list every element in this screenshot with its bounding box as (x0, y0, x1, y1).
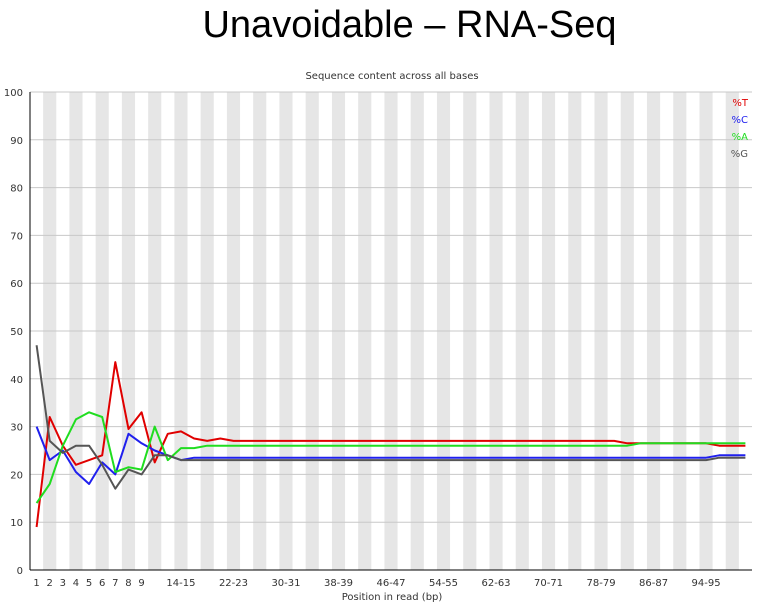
x-tick-label: 5 (86, 578, 92, 589)
x-tick-label: 38-39 (324, 578, 353, 589)
x-axis-label: Position in read (bp) (342, 592, 443, 603)
legend-entry: %G (731, 149, 748, 160)
y-tick-label: 50 (10, 327, 23, 338)
series-line-pct-T (35, 361, 746, 528)
gridlines (30, 91, 752, 523)
series-line-pct-A (35, 411, 746, 504)
legend: %T %C %A %G (731, 98, 749, 160)
x-tick-label: 22-23 (219, 578, 248, 589)
x-tick-label: 62-63 (481, 578, 510, 589)
x-tick-label: 9 (138, 578, 144, 589)
x-tick-label: 2 (47, 578, 53, 589)
y-tick-label: 40 (10, 375, 23, 386)
y-tick-label: 100 (4, 88, 23, 99)
chart-title: Sequence content across all bases (305, 71, 478, 82)
y-tick-label: 0 (17, 566, 23, 577)
x-tick-label: 4 (73, 578, 79, 589)
x-tick-label: 70-71 (534, 578, 563, 589)
x-tick-label: 30-31 (271, 578, 300, 589)
legend-entry: %A (732, 132, 749, 143)
axes (29, 92, 752, 571)
x-tick-label: 1 (33, 578, 39, 589)
y-tick-label: 80 (10, 184, 23, 195)
series-line-pct-G (35, 345, 746, 490)
x-tick-labels: 1 2 3 4 5 6 7 8 9 14-15 22-23 30-31 38-39 46-47 54-55 6… (33, 578, 720, 589)
y-tick-label: 60 (10, 279, 23, 290)
y-tick-label: 30 (10, 423, 23, 434)
x-tick-label: 78-79 (587, 578, 616, 589)
slide-title: Unavoidable – RNA-Seq (202, 4, 617, 46)
x-tick-label: 14-15 (166, 578, 195, 589)
legend-entry: %T (732, 98, 749, 109)
x-tick-label: 86-87 (639, 578, 668, 589)
x-tick-label: 54-55 (429, 578, 458, 589)
x-tick-label: 94-95 (692, 578, 721, 589)
y-tick-label: 10 (10, 518, 23, 529)
y-tick-label: 90 (10, 136, 23, 147)
y-tick-label: 20 (10, 470, 23, 481)
y-tick-label: 70 (10, 231, 23, 242)
y-tick-labels: 0 10 20 30 40 50 60 70 80 90 100 (4, 88, 23, 577)
x-tick-label: 3 (60, 578, 66, 589)
x-tick-label: 8 (125, 578, 131, 589)
sequence-content-chart: 0 10 20 30 40 50 60 70 80 90 100 1 2 3 4 5 6 7 8 9 14-15 22-… (4, 71, 752, 603)
legend-entry: %C (732, 115, 749, 126)
x-tick-label: 6 (99, 578, 105, 589)
series-line-pct-C (35, 426, 746, 485)
series-lines (35, 345, 746, 528)
x-tick-label: 7 (112, 578, 118, 589)
x-tick-label: 46-47 (376, 578, 405, 589)
